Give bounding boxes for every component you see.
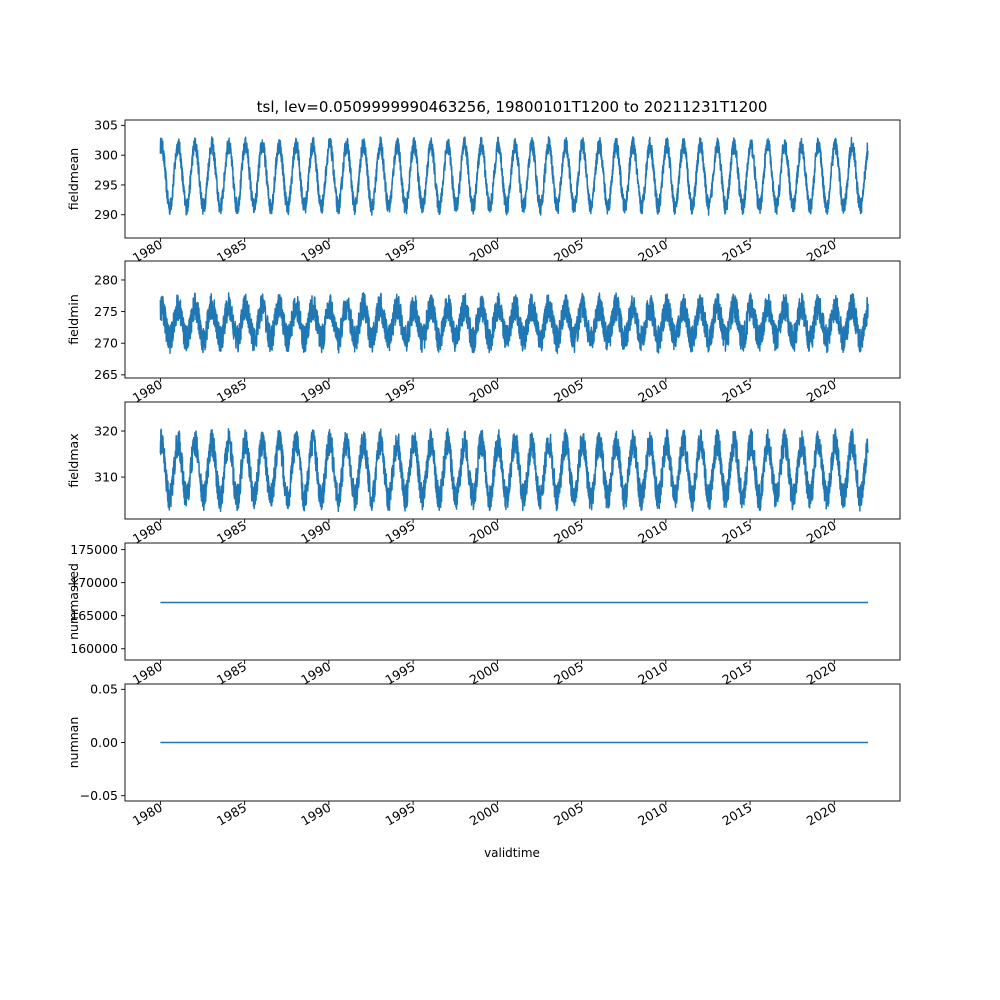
y-tick-label: 175000 <box>70 542 118 557</box>
y-tick-label: 310 <box>94 469 118 484</box>
x-axis-label: validtime <box>484 846 540 860</box>
y-tick-label: 300 <box>94 147 118 162</box>
y-tick-label: 290 <box>94 207 118 222</box>
y-axis-label: numnan <box>66 717 81 769</box>
y-tick-label: 0.05 <box>90 682 118 697</box>
y-axis-label: fieldmax <box>66 433 81 487</box>
axes-frame <box>124 119 901 239</box>
y-axis-label: fieldmin <box>66 294 81 345</box>
y-axis-label: fieldmean <box>66 148 81 210</box>
axes-frame <box>124 401 901 520</box>
y-tick-label: 165000 <box>70 608 118 623</box>
series-line-fieldmean <box>159 136 869 216</box>
y-tick-label: 170000 <box>70 575 118 590</box>
figure-title: tsl, lev=0.0509999990463256, 19800101T12… <box>257 98 768 116</box>
axes-frame <box>124 542 901 661</box>
y-tick-label: 275 <box>94 304 118 319</box>
y-tick-label: 265 <box>94 367 118 382</box>
y-tick-label: 305 <box>94 118 118 133</box>
y-tick-label: 280 <box>94 272 118 287</box>
y-axis-label: nummasked <box>66 563 81 640</box>
y-tick-label: 270 <box>94 336 118 351</box>
axes-background <box>125 543 900 660</box>
series-line-fieldmax <box>159 428 869 513</box>
y-tick-label: −0.05 <box>80 788 118 803</box>
series-line-fieldmin <box>159 292 869 355</box>
y-tick-label: 320 <box>94 423 118 438</box>
y-tick-label: 295 <box>94 177 118 192</box>
y-tick-label: 0.00 <box>90 735 118 750</box>
y-tick-label: 160000 <box>70 641 118 656</box>
axes-frame <box>124 260 901 379</box>
